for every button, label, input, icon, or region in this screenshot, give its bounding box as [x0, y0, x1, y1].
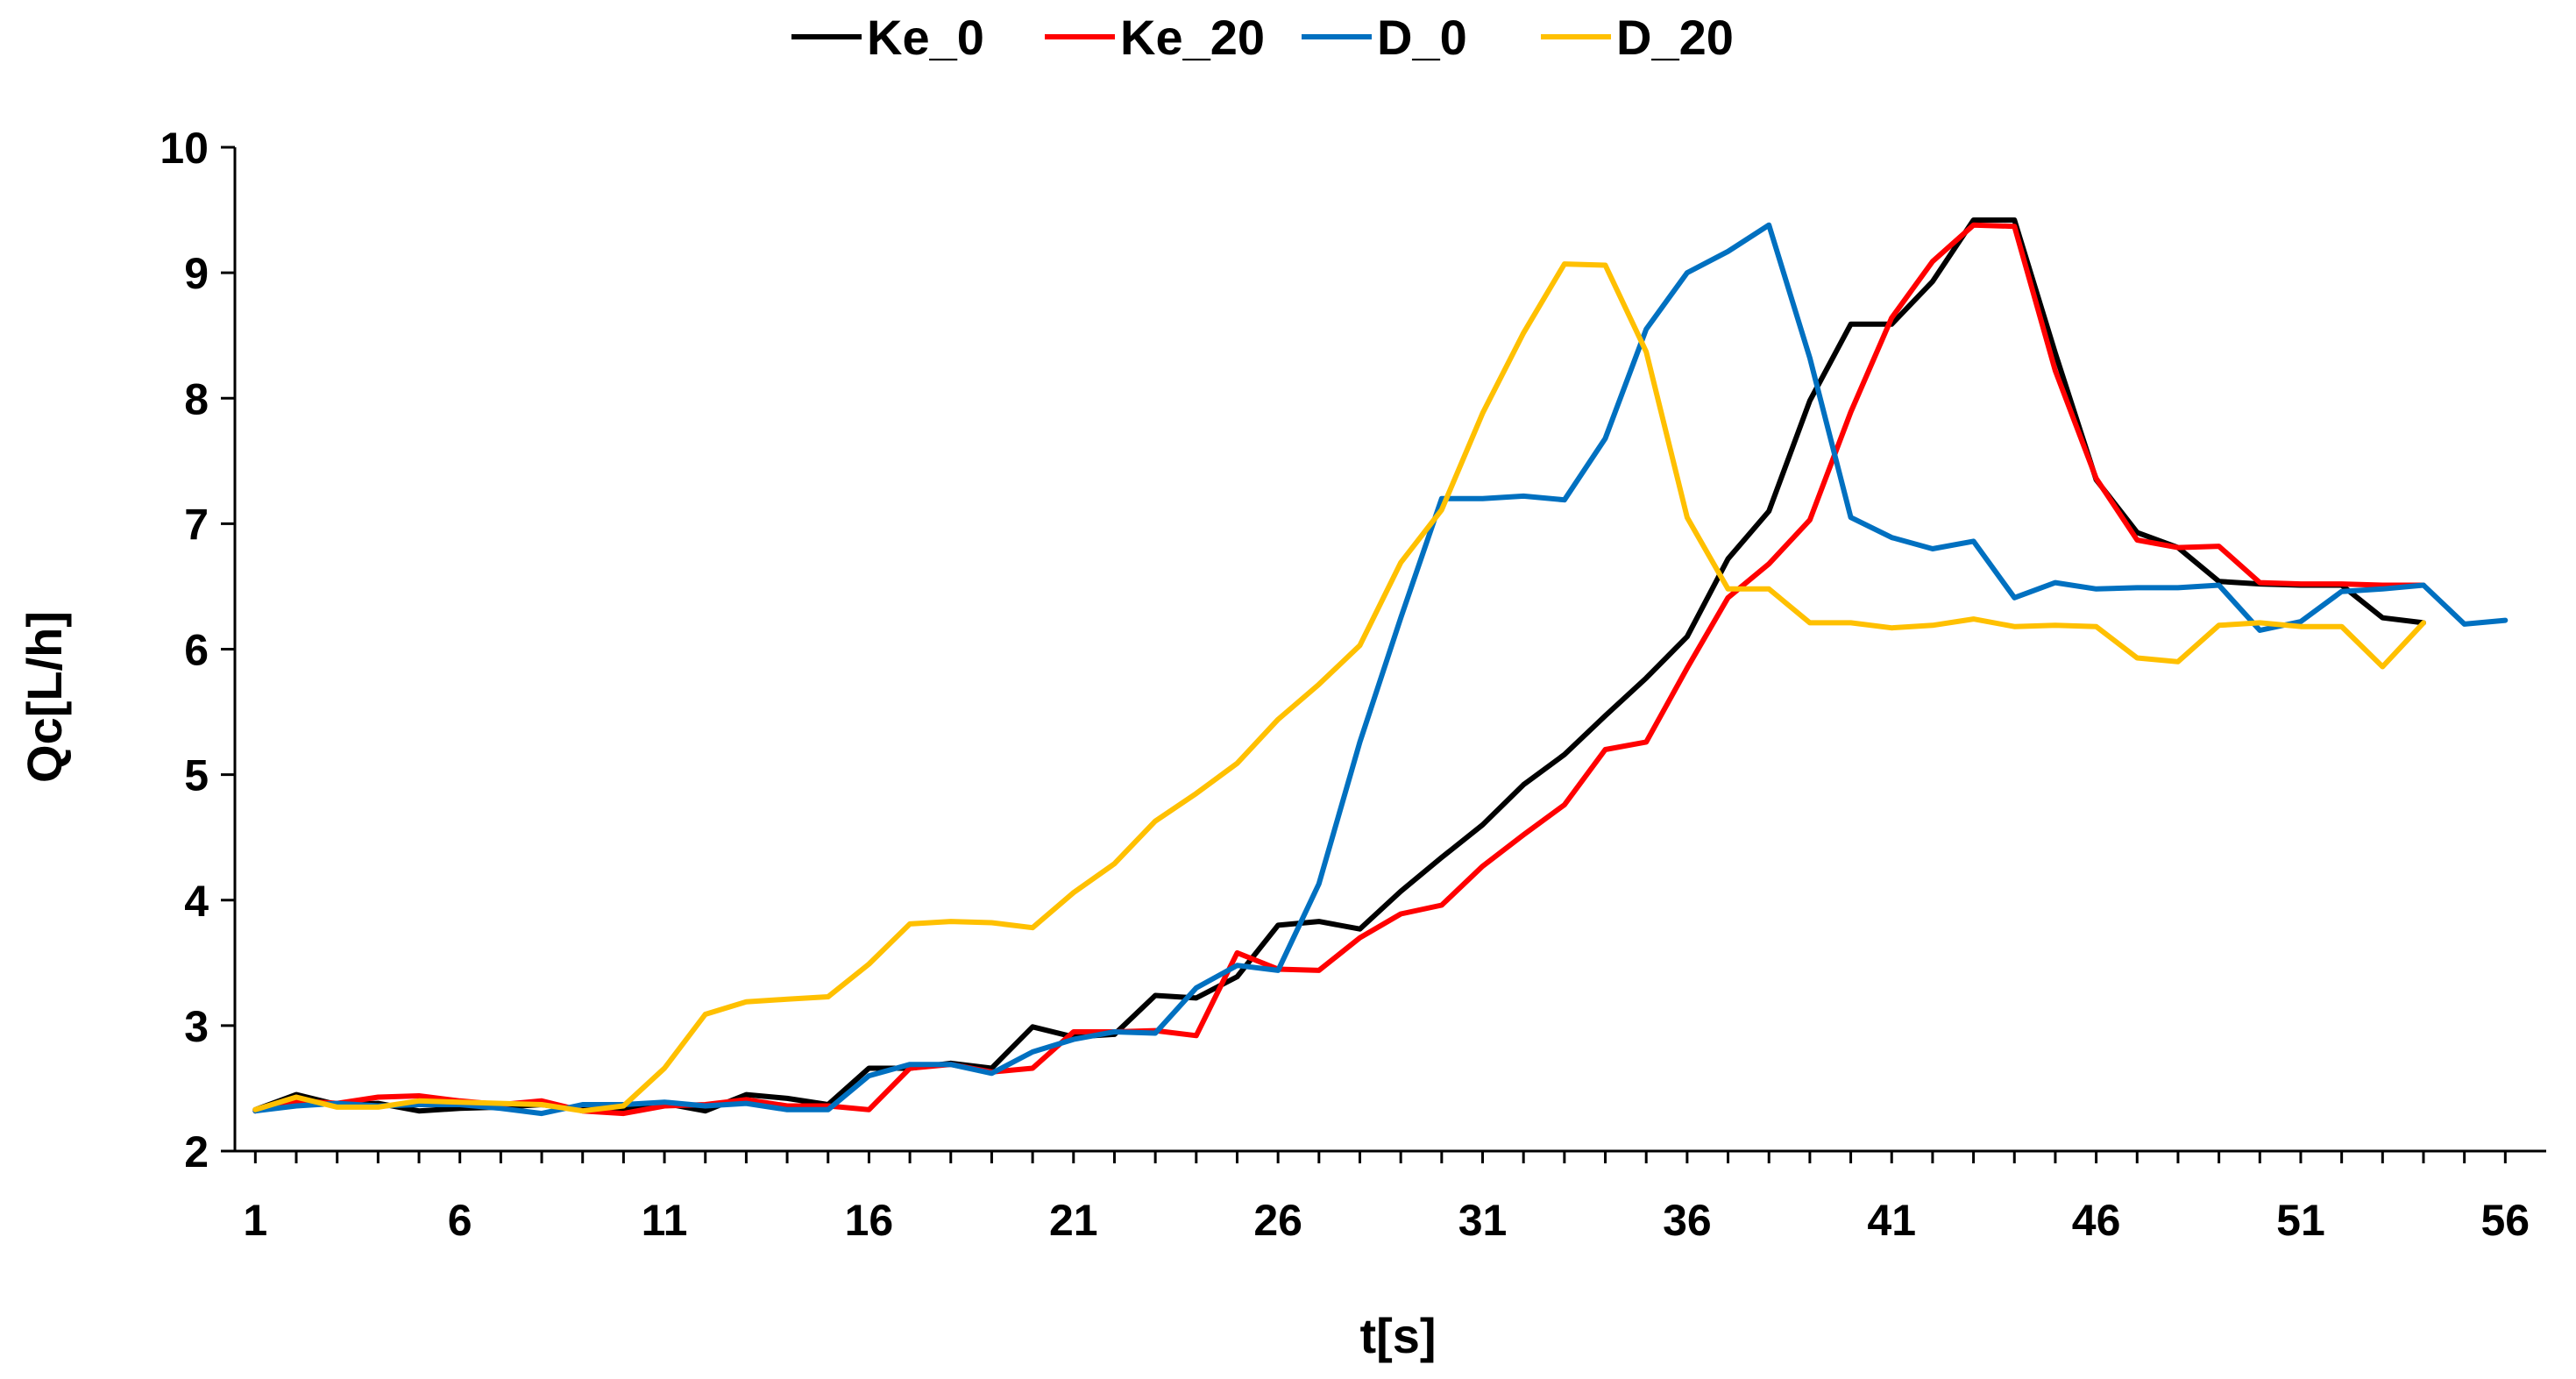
- series-line-ke-0: [252, 217, 2426, 1114]
- y-tick-label: 2: [184, 1127, 209, 1176]
- y-tick-label: 5: [184, 751, 209, 800]
- series-line-d-0: [252, 222, 2509, 1117]
- x-tick-label: 26: [1253, 1196, 1302, 1245]
- series-line-ke-20: [252, 222, 2426, 1117]
- legend-label: Ke_20: [1120, 10, 1265, 65]
- x-axis-title: t[s]: [1359, 1308, 1436, 1363]
- series-line-d-20: [252, 261, 2426, 1114]
- plot-area: [252, 217, 2509, 1117]
- y-tick-label: 9: [184, 249, 209, 298]
- y-tick-label: 4: [184, 877, 209, 926]
- x-axis: 1 6 11 16 21 26 31 36 41 46 51 56: [235, 1149, 2546, 1245]
- y-tick-label: 6: [184, 626, 209, 675]
- legend-label: D_20: [1616, 10, 1734, 65]
- legend: Ke_0 Ke_20 D_0 D_20: [791, 10, 1734, 65]
- x-tick-label: 21: [1049, 1196, 1098, 1245]
- y-axis-title: Qc[L/h]: [17, 611, 72, 783]
- x-tick-label: 46: [2072, 1196, 2121, 1245]
- x-tick-label: 41: [1867, 1196, 1916, 1245]
- y-tick-label: 10: [160, 124, 209, 173]
- x-tick-label: 11: [642, 1196, 688, 1245]
- x-tick-label: 51: [2276, 1196, 2325, 1245]
- x-tick-label: 6: [448, 1196, 472, 1245]
- legend-label: Ke_0: [867, 10, 984, 65]
- legend-label: D_0: [1377, 10, 1467, 65]
- x-tick-label: 31: [1458, 1196, 1508, 1245]
- x-tick-label: 36: [1663, 1196, 1712, 1245]
- y-tick-label: 7: [184, 500, 209, 549]
- y-axis: 2 3 4 5 6 7 8 9 10: [160, 124, 237, 1176]
- x-tick-label: 56: [2481, 1196, 2530, 1245]
- y-tick-label: 3: [184, 1002, 209, 1051]
- x-tick-label: 1: [243, 1196, 267, 1245]
- y-tick-label: 8: [184, 374, 209, 423]
- x-tick-label: 16: [845, 1196, 894, 1245]
